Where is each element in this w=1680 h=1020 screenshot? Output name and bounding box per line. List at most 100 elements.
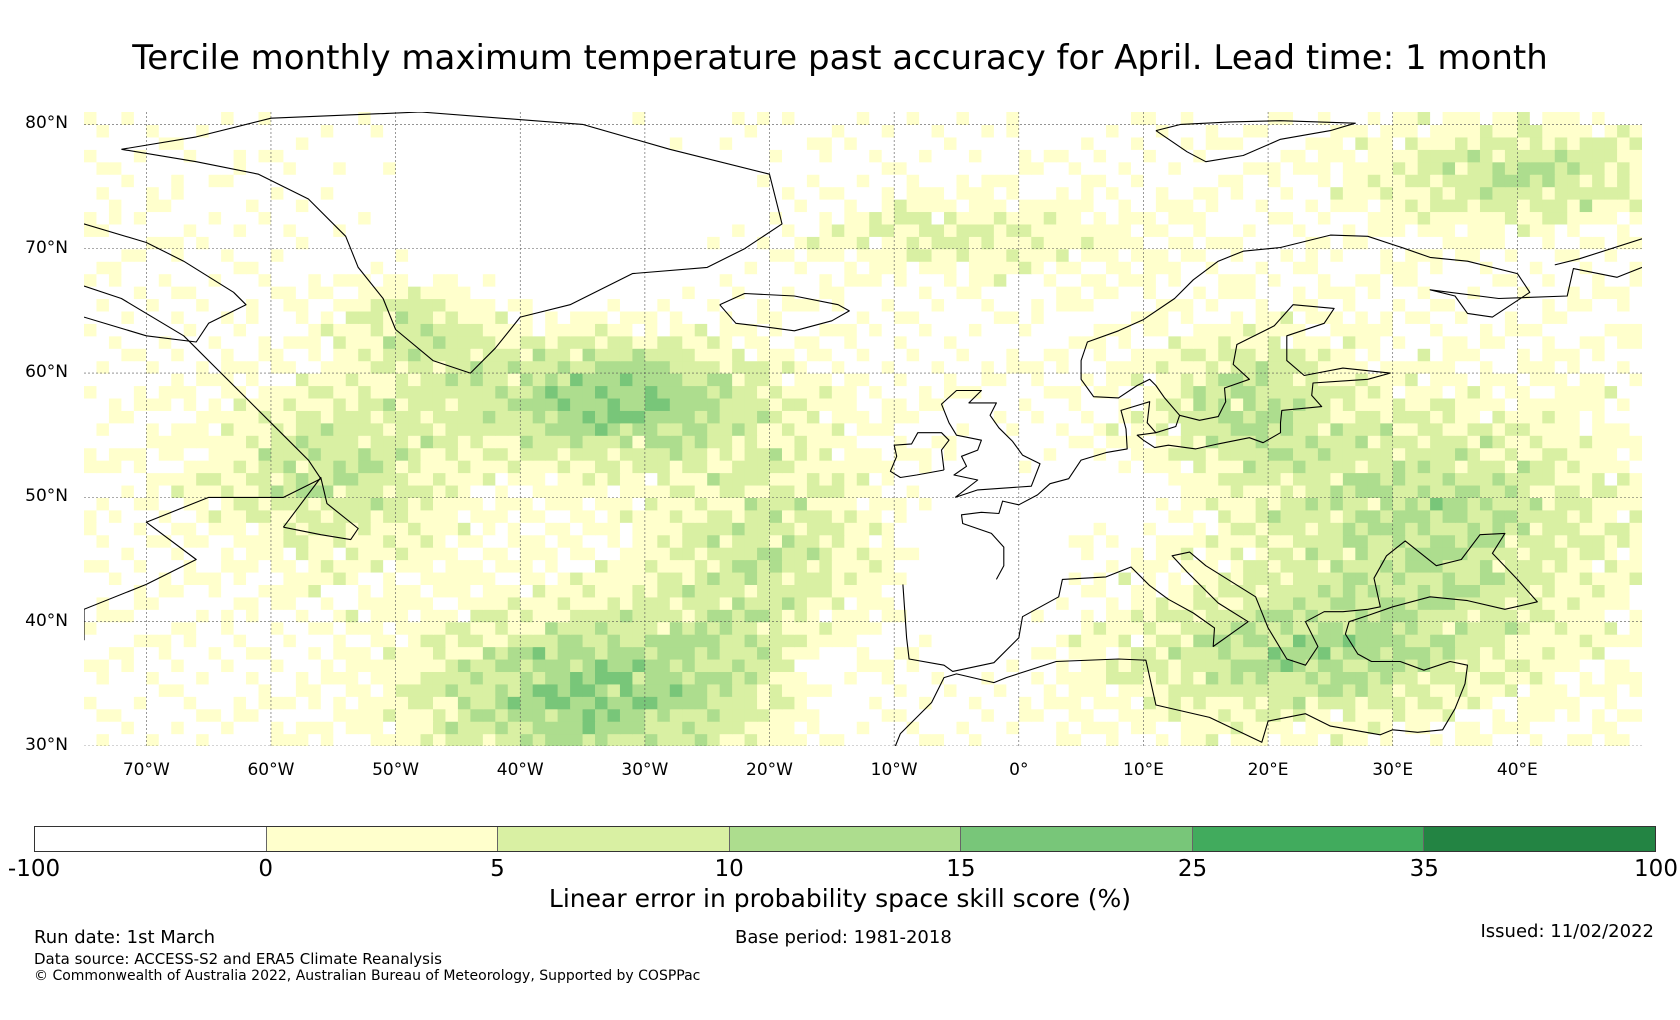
skill-cell (408, 559, 422, 573)
skill-cell (108, 310, 122, 324)
skill-cell (121, 671, 135, 685)
skill-cell (108, 373, 122, 387)
skill-cell (1243, 596, 1257, 610)
skill-cell (819, 248, 833, 262)
skill-cell (694, 596, 708, 610)
skill-cell (1392, 435, 1406, 449)
skill-cell (1230, 273, 1244, 287)
skill-cell (383, 410, 397, 424)
skill-cell (1081, 410, 1095, 424)
skill-cell (1467, 447, 1481, 461)
skill-cell (707, 261, 721, 275)
skill-cell (233, 435, 247, 449)
skill-cell (1492, 261, 1506, 275)
skill-cell (320, 696, 334, 710)
skill-cell (1380, 447, 1394, 461)
skill-cell (1517, 571, 1531, 585)
skill-cell (1430, 584, 1444, 598)
skill-cell (1205, 596, 1219, 610)
skill-cell (1517, 547, 1531, 561)
skill-cell (757, 460, 771, 474)
skill-cell (1255, 534, 1269, 548)
skill-cell (233, 335, 247, 349)
skill-cell (719, 460, 733, 474)
skill-cell (1455, 571, 1469, 585)
skill-cell (1093, 658, 1107, 673)
skill-cell (806, 696, 820, 710)
skill-cell (1455, 683, 1469, 697)
skill-cell (981, 410, 995, 424)
skill-cell (956, 373, 970, 387)
skill-cell (1542, 373, 1556, 387)
skill-cell (96, 646, 110, 660)
skill-cell (320, 261, 334, 275)
skill-cell (1579, 721, 1593, 735)
skill-cell (146, 658, 160, 673)
skill-cell (1380, 248, 1394, 262)
skill-cell (221, 534, 235, 548)
skill-cell (894, 335, 908, 349)
skill-cell (420, 410, 434, 424)
skill-cell (1380, 286, 1394, 300)
skill-cell (1280, 273, 1294, 287)
skill-cell (757, 559, 771, 573)
skill-cell (1081, 261, 1095, 275)
skill-cell (669, 522, 683, 536)
skill-cell (395, 447, 409, 461)
skill-cell (532, 571, 546, 585)
skill-cell (495, 397, 509, 411)
skill-cell (1268, 721, 1282, 735)
skill-cell (532, 634, 546, 648)
skill-cell (819, 584, 833, 598)
skill-cell (96, 634, 110, 648)
skill-cell (644, 472, 658, 486)
skill-cell (806, 261, 820, 275)
skill-cell (869, 323, 883, 337)
skill-cell (1567, 410, 1581, 424)
skill-cell (121, 721, 135, 735)
skill-cell (121, 286, 135, 300)
skill-cell (358, 683, 372, 697)
skill-cell (1617, 634, 1631, 648)
skill-cell (1629, 721, 1642, 735)
skill-cell (370, 621, 384, 635)
skill-cell (121, 708, 135, 722)
skill-cell (1006, 472, 1020, 486)
skill-cell (1579, 621, 1593, 635)
skill-cell (1056, 596, 1070, 610)
skill-cell (408, 621, 422, 635)
skill-cell (769, 721, 783, 735)
skill-cell (445, 410, 459, 424)
skill-cell (644, 634, 658, 648)
skill-cell (333, 460, 347, 474)
skill-cell (570, 621, 584, 635)
skill-cell (457, 621, 471, 635)
skill-cell (1205, 509, 1219, 523)
skill-cell (1529, 559, 1543, 573)
skill-cell (1143, 497, 1157, 511)
skill-cell (1405, 310, 1419, 324)
skill-cell (806, 248, 820, 262)
skill-cell (320, 534, 334, 548)
skill-cell (1093, 708, 1107, 722)
skill-cell (1218, 410, 1232, 424)
skill-cell (1567, 484, 1581, 498)
skill-cell (1043, 571, 1057, 585)
skill-cell (944, 310, 958, 324)
skill-cell (1168, 646, 1182, 660)
skill-cell (931, 385, 945, 399)
skill-cell (96, 335, 110, 349)
skill-cell (757, 360, 771, 374)
skill-cell (1392, 348, 1406, 362)
skill-cell (1517, 671, 1531, 685)
skill-cell (133, 435, 147, 449)
skill-cell (84, 733, 98, 746)
skill-cell (794, 721, 808, 735)
skill-cell (744, 261, 758, 275)
skill-cell (370, 435, 384, 449)
skill-cell (1230, 509, 1244, 523)
skill-cell (1106, 373, 1120, 387)
skill-cell (495, 497, 509, 511)
skill-cell (333, 323, 347, 337)
skill-cell (1604, 397, 1618, 411)
